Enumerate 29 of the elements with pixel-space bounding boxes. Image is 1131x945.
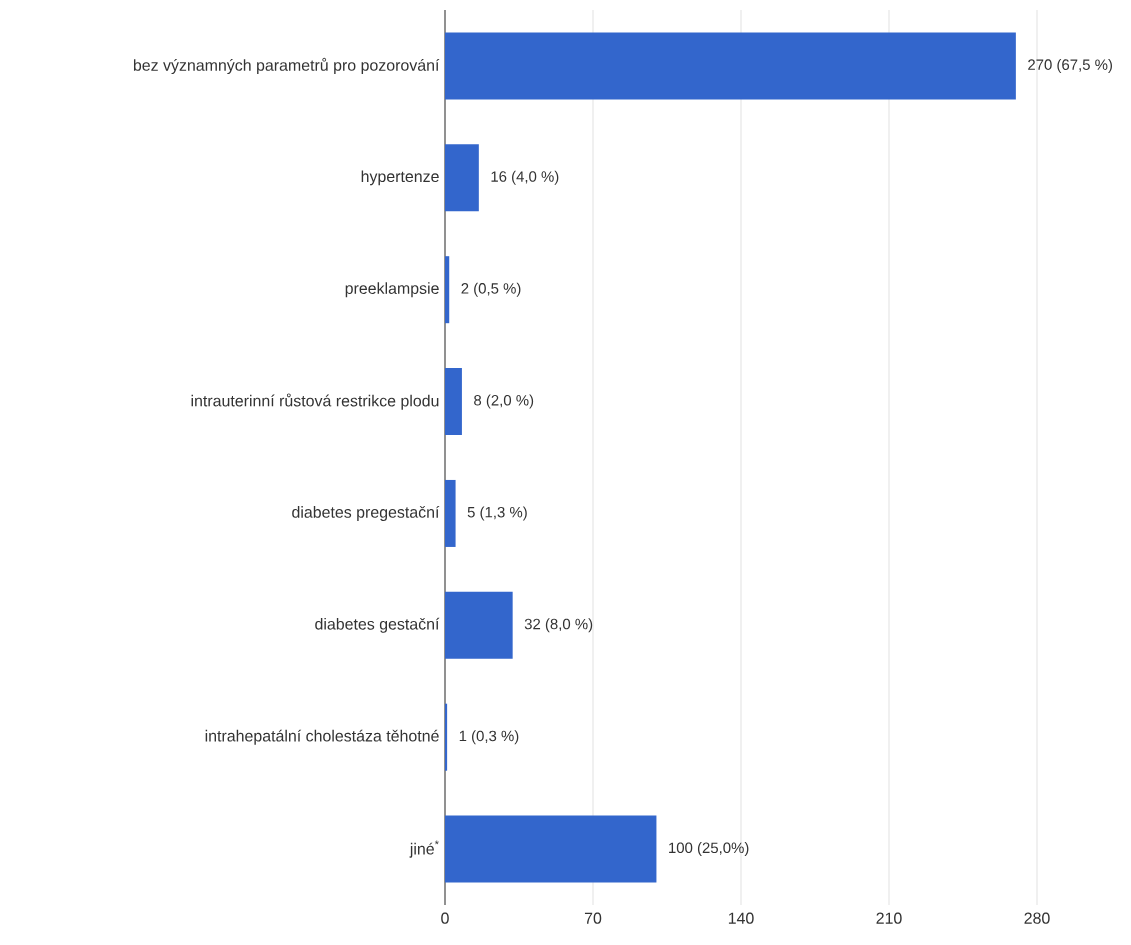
data-label: 32 (8,0 %): [524, 618, 593, 633]
y-tick-label: hypertenze: [361, 170, 439, 186]
y-tick-label: preeklampsie: [345, 282, 439, 298]
data-label: 16 (4,0 %): [491, 170, 559, 185]
data-label: 100 (25,0%): [669, 842, 749, 857]
x-tick-label: 70: [584, 912, 602, 924]
bar: [445, 144, 479, 212]
data-label: 1 (0,3 %): [459, 730, 519, 745]
x-tick-label: 210: [876, 912, 902, 924]
y-tick-label: diabetes pregestační: [292, 505, 440, 521]
y-tick-label: intrauterinní růstová restrikce plodu: [191, 393, 439, 410]
data-label: 8 (2,0 %): [474, 394, 534, 409]
y-tick-label: intrahepatální cholestáza těhotné: [205, 729, 439, 745]
y-tick-label: jiné$^{*}$: [409, 840, 439, 858]
data-label: 5 (1,3 %): [467, 506, 527, 521]
bar: [445, 479, 456, 547]
x-tick-label: 280: [1024, 912, 1050, 924]
y-tick-label: bez významných parametrů pro pozorování: [133, 57, 440, 75]
bar: [445, 368, 462, 436]
x-tick-label: 0: [441, 912, 449, 924]
y-tick-label: diabetes gestační: [315, 617, 440, 633]
bar: [445, 703, 448, 771]
bar: [445, 32, 1016, 100]
bar: [445, 256, 450, 324]
data-label: 270 (67,5 %): [1028, 58, 1112, 73]
data-label: 2 (0,5 %): [461, 282, 521, 297]
bar: [445, 815, 657, 883]
bar: [445, 591, 513, 659]
x-tick-label: 140: [728, 912, 754, 924]
